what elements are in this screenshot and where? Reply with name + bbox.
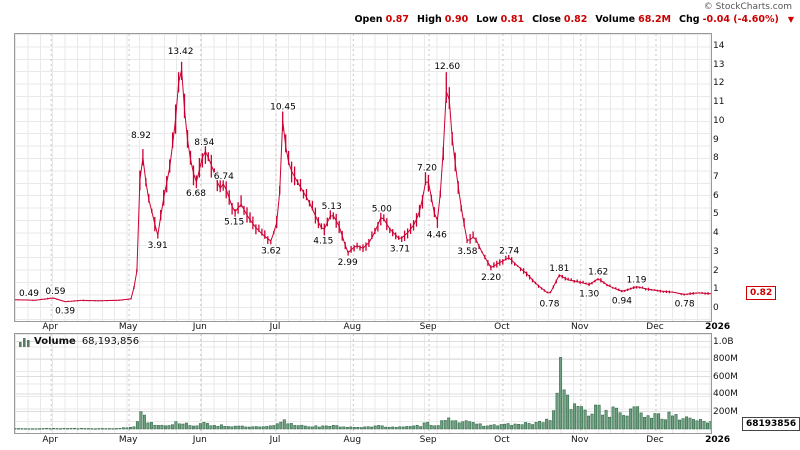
price-annotation: 0.78: [539, 299, 559, 309]
quote-volume: Volume 68.2M: [595, 14, 672, 25]
price-annotation: 8.54: [194, 138, 214, 148]
x-month-Dec: Dec: [646, 322, 664, 332]
quote-low: Low 0.81: [476, 14, 525, 25]
price-annotation: 8.92: [131, 131, 151, 141]
price-annotation: 2.74: [499, 247, 519, 257]
change-direction-icon: ▼: [787, 15, 794, 24]
price-annotation: 5.00: [372, 204, 392, 214]
price-annotation: 0.59: [45, 287, 65, 297]
price-ytick-3: 3: [713, 246, 719, 257]
x-month-Apr: Apr: [42, 322, 58, 332]
price-annotation: 3.71: [390, 245, 410, 255]
price-annotation: 6.68: [186, 189, 206, 199]
x-month-Jul: Jul: [269, 435, 281, 445]
price-annotation: 0.49: [19, 289, 39, 299]
x-month-Apr: Apr: [42, 435, 58, 445]
price-ytick-5: 5: [713, 209, 719, 220]
price-annotation: 3.58: [457, 247, 477, 257]
price-annotation: 7.20: [417, 163, 437, 173]
volume-plot: [13, 334, 713, 433]
x-month-Oct: Oct: [494, 322, 510, 332]
price-annotation: 2.99: [338, 258, 358, 268]
price-annotation: 3.62: [261, 246, 281, 256]
volume-title-value: 68,193,856: [81, 336, 140, 347]
x-month-Dec: Dec: [646, 435, 664, 445]
price-ytick-14: 14: [713, 41, 725, 51]
price-annotation: 1.62: [588, 268, 608, 278]
quote-open: Open 0.87: [354, 14, 410, 25]
x-month-2026: 2026: [705, 322, 731, 332]
price-plot-svg: 0.49 0.59 0.39 8.92 3.91 13.42 6.68 8.54 6.74 5.1…: [14, 34, 712, 321]
price-annotation: 1.30: [579, 290, 599, 300]
price-plot: 0.49 0.59 0.39 8.92 3.91 13.42 6.68 8.54 6.74 5.1…: [14, 34, 712, 321]
price-ytick-13: 13: [713, 59, 725, 70]
price-chart-panel: 0.49 0.59 0.39 8.92 3.91 13.42 6.68 8.54 6.74 5.1…: [14, 33, 712, 322]
price-annotation: 10.45: [270, 102, 296, 112]
price-annotation: 5.15: [224, 218, 244, 228]
price-ytick-12: 12: [713, 78, 725, 89]
last-price-tag: 0.82: [746, 286, 777, 300]
volume-yaxis: 1.0B 800M 600M 400M 200M: [713, 333, 753, 432]
x-month-Jun: Jun: [192, 435, 207, 445]
x-month-Jul: Jul: [269, 322, 281, 332]
price-annotation: 0.78: [675, 299, 695, 309]
price-annotation: 1.81: [549, 264, 569, 274]
price-yaxis: 14 13 12 11 10 9 8 7 6 5 4 3 2 1 0: [713, 33, 753, 320]
price-ytick-11: 11: [713, 97, 725, 108]
quote-close: Close 0.82: [532, 14, 588, 25]
price-ytick-1: 1: [713, 284, 719, 295]
price-annotation: 4.15: [313, 236, 333, 246]
quote-row: Open 0.87 High 0.90 Low 0.81 Close 0.82 Volume 68…: [354, 14, 794, 25]
price-annotation: 3.91: [148, 241, 168, 251]
x-month-Jun: Jun: [192, 322, 207, 332]
price-annotation: 0.39: [55, 307, 75, 317]
last-volume-tag: 68193856: [742, 417, 800, 431]
volume-xaxis: Apr May Jun Jul Aug Sep Oct Nov Dec 2026: [14, 434, 754, 446]
price-annotation: 13.42: [168, 47, 194, 57]
x-month-May: May: [118, 322, 138, 332]
volume-plot-svg: [13, 334, 713, 433]
x-month-Aug: Aug: [343, 435, 362, 445]
copyright-text: © StockCharts.com: [703, 2, 792, 12]
price-ytick-9: 9: [713, 134, 719, 145]
price-annotation: 4.46: [427, 231, 447, 241]
price-ytick-4: 4: [713, 228, 719, 239]
x-month-Aug: Aug: [343, 322, 362, 332]
price-annotation: 6.74: [214, 172, 234, 182]
volume-chart-panel: [13, 333, 713, 434]
price-annotation: 2.20: [481, 273, 501, 283]
x-month-Oct: Oct: [494, 435, 510, 445]
price-ytick-6: 6: [713, 190, 719, 201]
volume-ytick-800M: 800M: [713, 354, 738, 364]
price-ytick-7: 7: [713, 172, 719, 182]
price-ytick-8: 8: [713, 153, 719, 164]
price-annotation: 5.13: [322, 202, 342, 212]
x-month-Sep: Sep: [419, 322, 437, 332]
volume-ytick-200M: 200M: [713, 406, 738, 417]
price-annotation: 0.94: [612, 296, 632, 306]
volume-header: Volume 68,193,856: [19, 336, 139, 347]
price-ytick-0: 0: [713, 303, 719, 313]
x-month-Sep: Sep: [419, 435, 437, 445]
price-annotation: 12.60: [434, 62, 460, 72]
x-month-May: May: [118, 435, 138, 445]
x-month-Nov: Nov: [571, 435, 589, 445]
price-annotation: 1.19: [626, 276, 646, 286]
x-month-2026: 2026: [705, 435, 731, 445]
volume-ytick-400M: 400M: [713, 389, 738, 399]
x-month-Nov: Nov: [571, 322, 589, 332]
price-ytick-10: 10: [713, 115, 725, 126]
volume-ytick-600M: 600M: [713, 371, 738, 382]
price-xaxis: Apr May Jun Jul Aug Sep Oct Nov Dec 2026: [14, 321, 754, 333]
histogram-icon: [19, 337, 30, 347]
volume-title-label: Volume: [34, 336, 76, 347]
quote-high: High 0.90: [417, 14, 469, 25]
quote-chg: Chg -0.04 (-4.60%): [679, 14, 779, 25]
price-ytick-2: 2: [713, 265, 719, 276]
volume-ytick-1.0B: 1.0B: [713, 336, 734, 347]
